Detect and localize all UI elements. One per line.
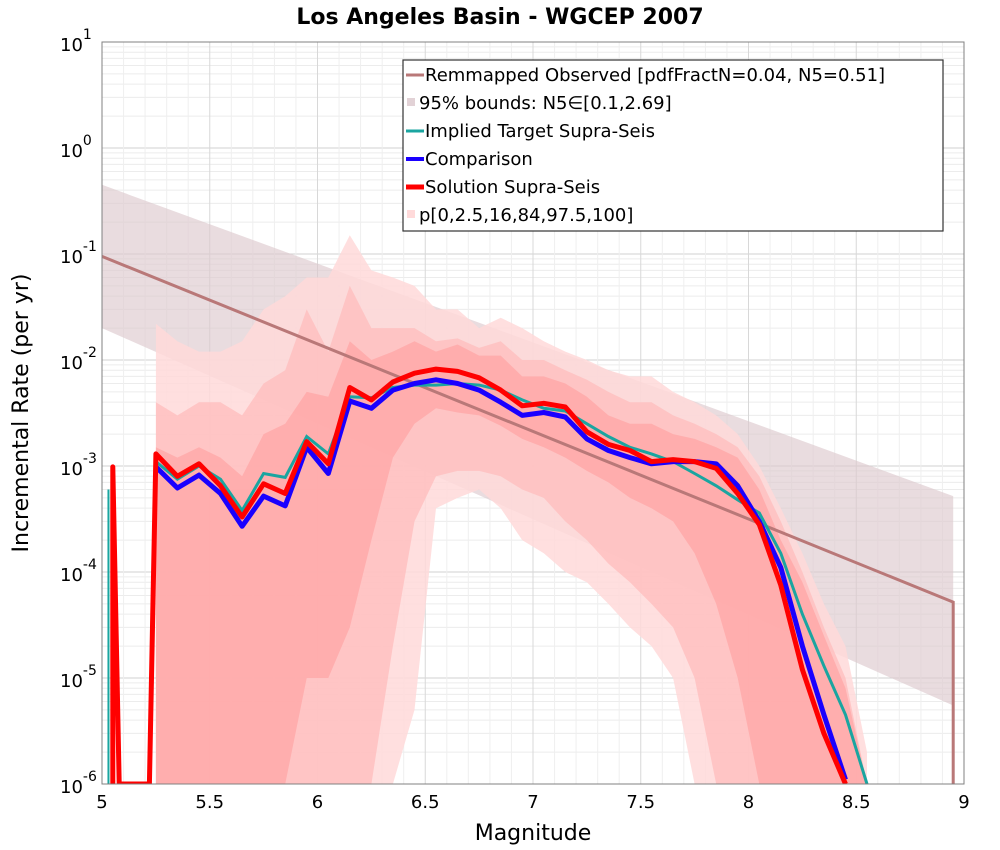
legend-swatch-bounds (407, 98, 415, 106)
x-tick-label: 9 (958, 792, 969, 813)
legend-label-bounds: 95% bounds: N5∈[0.1,2.69] (419, 93, 672, 114)
plot-frame (101, 41, 965, 785)
solution-line (110, 366, 848, 784)
y-tick-label: 10-3 (60, 451, 97, 480)
y-tick-label: 10-2 (60, 345, 97, 374)
x-tick-label: 6.5 (411, 792, 440, 813)
y-axis-label: Incremental Rate (per yr) (9, 274, 34, 553)
x-axis-ticks: 5 5.5 6 6.5 7 7.5 8 8.5 9 (96, 792, 969, 813)
y-tick-label: 101 (60, 27, 92, 56)
observed-line (102, 255, 955, 784)
x-tick-label: 8 (743, 792, 754, 813)
comparison-line (154, 377, 848, 781)
legend-label-target: Implied Target Supra-Seis (425, 121, 655, 142)
y-axis-ticks: 101 100 10-1 10-2 10-3 10-4 10-5 10-6 (60, 27, 97, 798)
x-axis-label: Magnitude (475, 821, 592, 846)
chart-title: Los Angeles Basin - WGCEP 2007 (296, 5, 703, 30)
legend-label-observed: Remmapped Observed [pdfFractN=0.04, N5=0… (425, 65, 885, 86)
legend-label-percentiles: p[0,2.5,16,84,97.5,100] (419, 205, 633, 226)
legend-label-comparison: Comparison (425, 149, 533, 170)
legend-swatch-percentiles (407, 210, 415, 218)
y-tick-label: 10-1 (60, 239, 97, 268)
y-tick-label: 10-4 (60, 557, 97, 586)
x-tick-label: 5 (96, 792, 107, 813)
x-tick-label: 8.5 (842, 792, 871, 813)
legend: Remmapped Observed [pdfFractN=0.04, N5=0… (402, 59, 944, 232)
series-lines (102, 255, 955, 784)
y-tick-label: 100 (60, 133, 92, 162)
legend-label-solution: Solution Supra-Seis (425, 177, 600, 198)
x-tick-label: 6 (312, 792, 323, 813)
x-tick-label: 7.5 (626, 792, 655, 813)
y-tick-label: 10-6 (60, 769, 97, 798)
x-tick-label: 5.5 (195, 792, 224, 813)
legend-box (402, 59, 944, 232)
y-tick-label: 10-5 (60, 663, 97, 692)
x-tick-label: 7 (527, 792, 538, 813)
